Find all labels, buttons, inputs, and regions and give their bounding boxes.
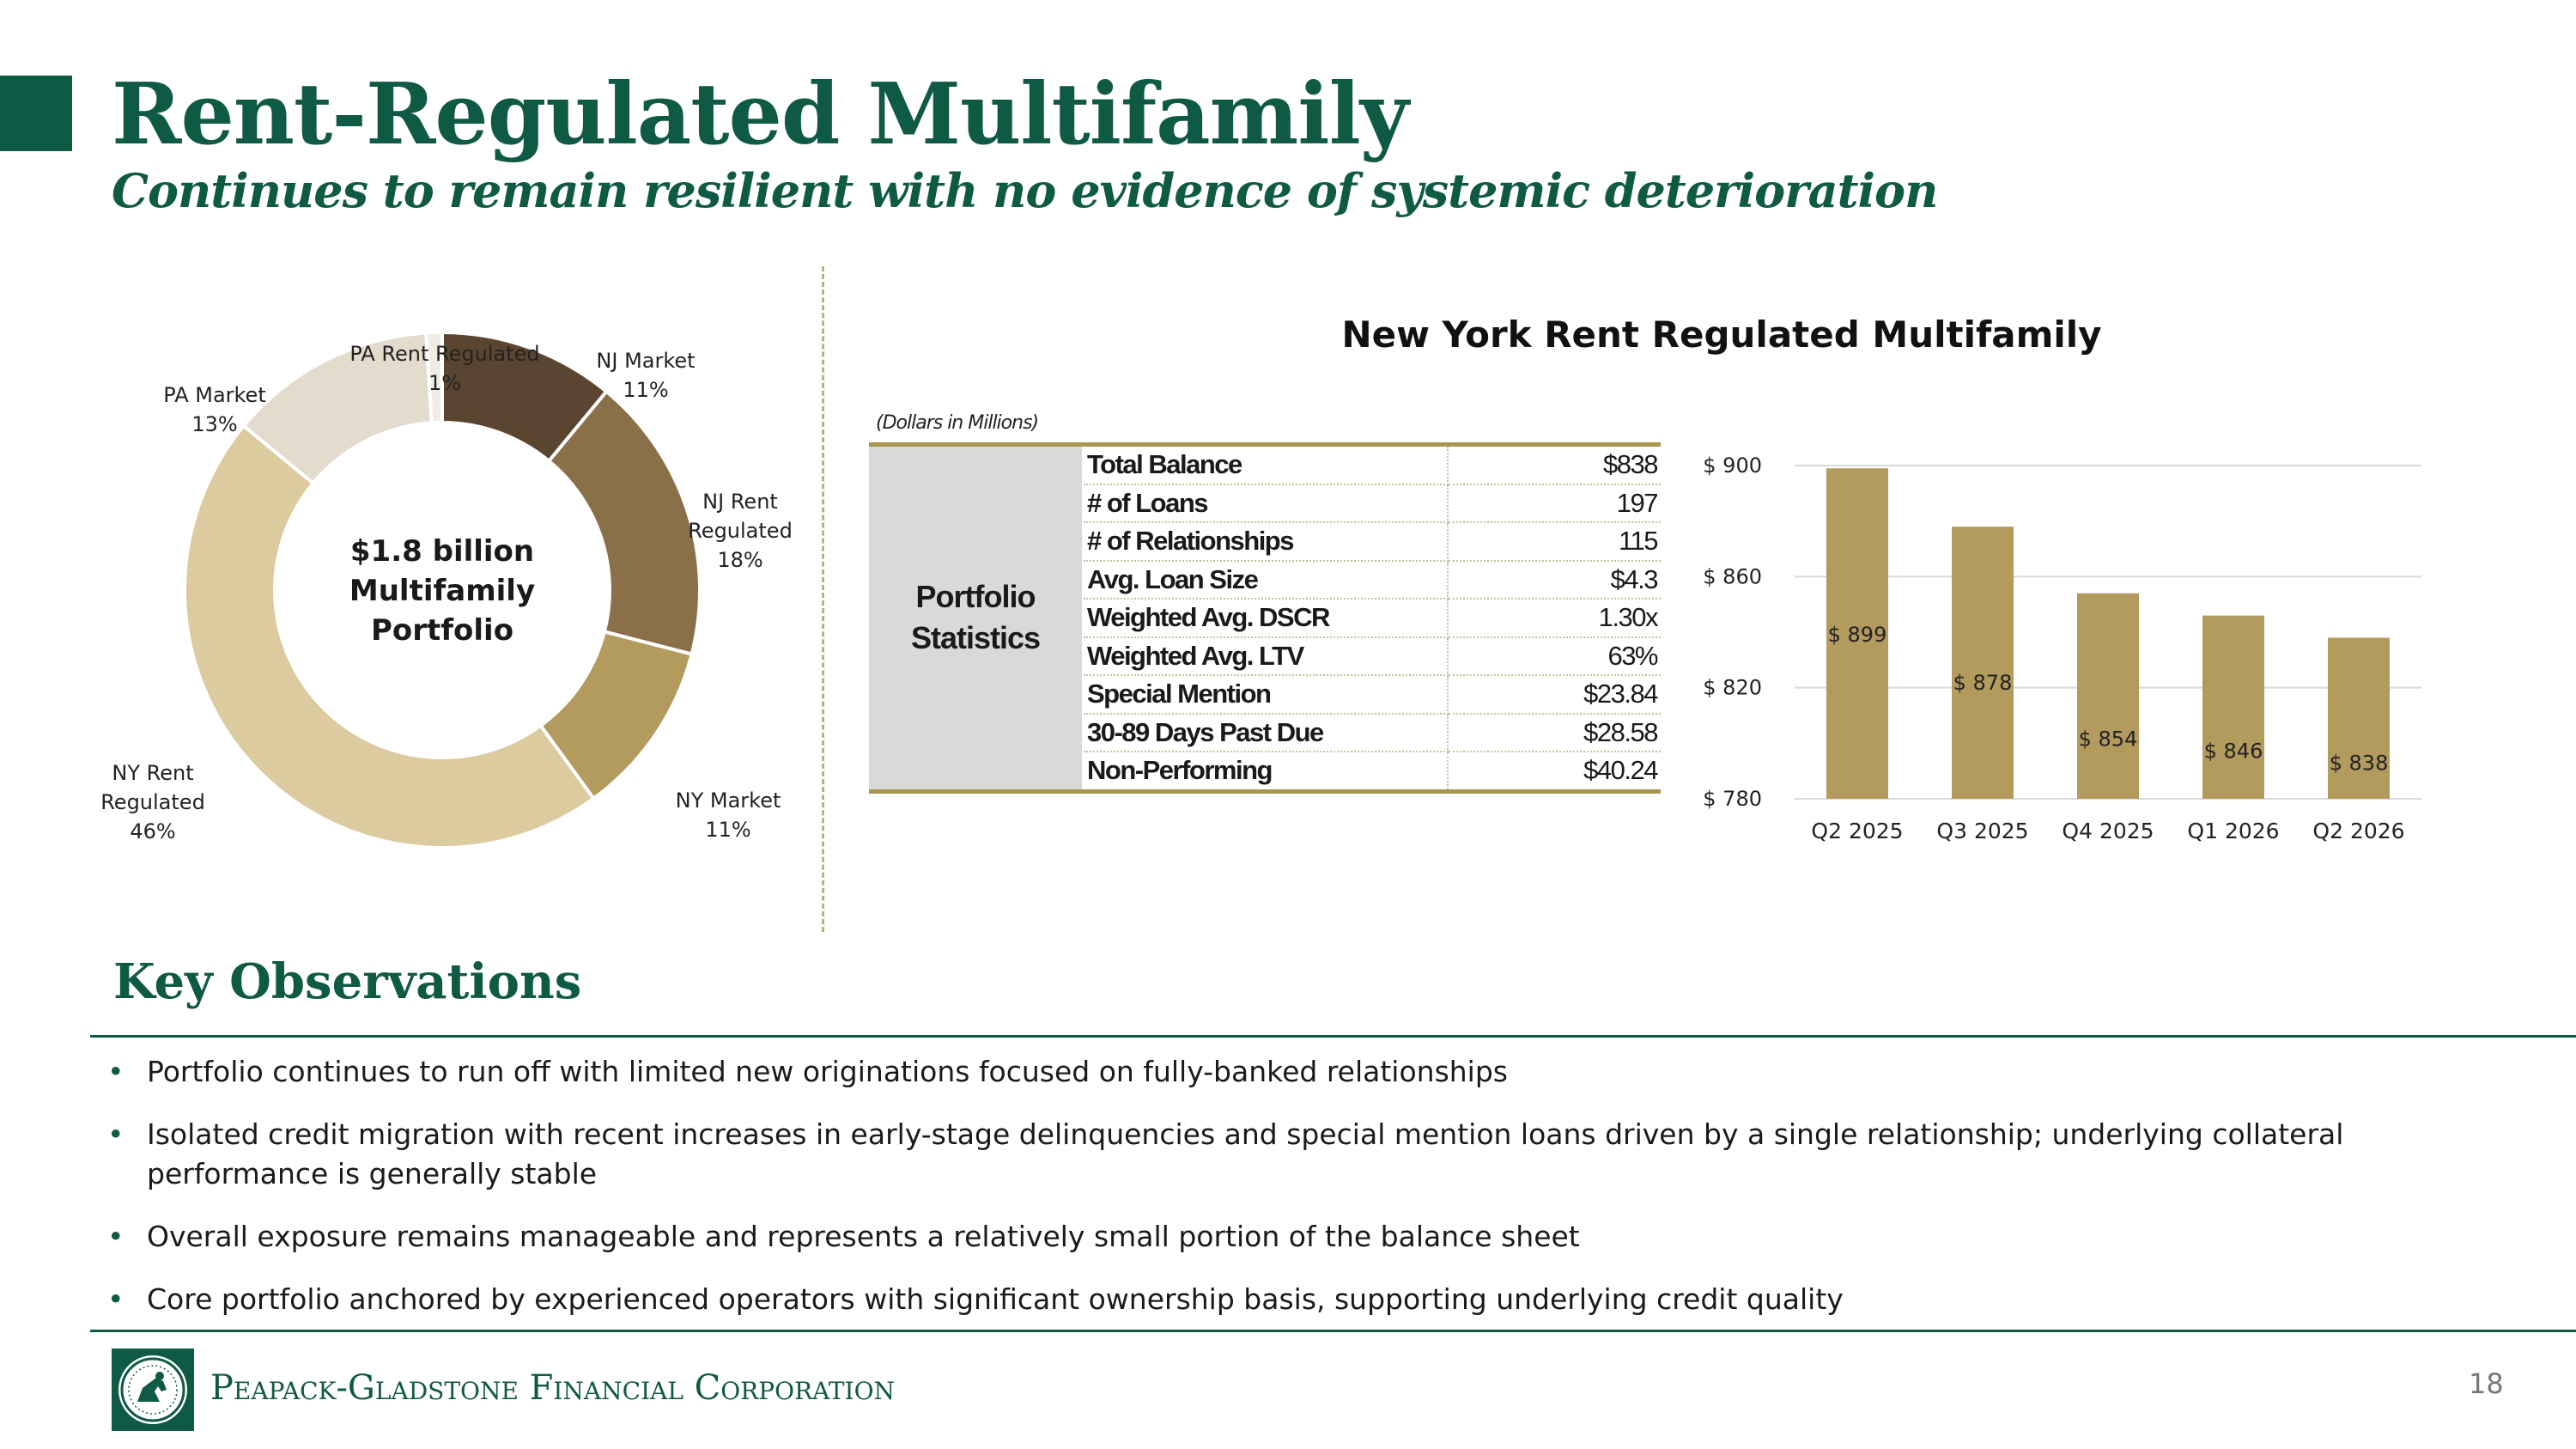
bullet-icon: • — [107, 1282, 125, 1316]
table-row: 30-89 Days Past Due $28.58 — [869, 713, 1661, 752]
donut-slice-nj-rent-regulated — [546, 389, 702, 657]
group-label-line-1: Portfolio — [915, 579, 1036, 615]
bullet-icon: • — [107, 1117, 125, 1151]
group-label-line-2: Statistics — [910, 620, 1041, 656]
bar-q3-2025 — [1952, 527, 2014, 799]
donut-label-ny-market: NY Market 11% — [676, 788, 781, 842]
donut-label-nj-rent-regulated: NJ Rent Regulated 18% — [688, 490, 793, 572]
list-item: • Overall exposure remains manageable and… — [107, 1217, 2529, 1257]
balance-bar-chart: $ 780 $ 820 $ 860 $ 900 Q2 2025 Q3 2025 Q4 20… — [1703, 454, 2421, 843]
table-row: Portfolio Statistics Total Balance $838 — [869, 444, 1661, 791]
bar-data-label: $ 878 — [1953, 671, 2013, 695]
bar-q1-2026 — [2202, 615, 2264, 799]
portfolio-statistics-table: Portfolio Statistics Total Balance $838 … — [869, 442, 1661, 794]
bar-data-label: $ 899 — [1828, 623, 1887, 647]
section-rule — [90, 1330, 2576, 1332]
donut-label-pa-rent-regulated: PA Rent Regulated 1% — [349, 342, 539, 395]
donut-label-pa-market: PA Market 13% — [163, 383, 265, 436]
page-title: Rent-Regulated Multifamily — [112, 65, 1409, 164]
row-value-non-performing: $40.24 — [1583, 755, 1658, 786]
row-label-loans: # of Loans — [1083, 484, 1449, 523]
bar-q2-2026 — [2328, 637, 2390, 799]
table-row: # of Relationships 115 — [869, 522, 1661, 562]
table-row: Special Mention $23.84 — [869, 675, 1661, 715]
bar-data-label: $ 846 — [2204, 740, 2263, 764]
x-tick-label: Q2 2025 — [1811, 819, 1903, 843]
portfolio-donut-chart: NJ Market 11% NJ Rent Regulated 18% NY Market… — [100, 330, 793, 849]
row-value-relationships: 115 — [1448, 522, 1661, 562]
row-value-past-due: $28.58 — [1448, 713, 1661, 752]
row-label-total-balance: Total Balance — [1083, 444, 1449, 485]
row-value-loans: 197 — [1448, 484, 1661, 523]
row-label-special-mention: Special Mention — [1083, 675, 1449, 715]
bar-data-label: $ 854 — [2079, 728, 2138, 752]
x-tick-label: Q4 2025 — [2062, 819, 2154, 843]
list-item: • Core portfolio anchored by experienced … — [107, 1280, 2529, 1319]
title-accent-block — [0, 76, 72, 151]
bar-q4-2025 — [2077, 593, 2139, 799]
y-tick-label: $ 820 — [1703, 676, 1762, 700]
x-tick-label: Q2 2026 — [2312, 819, 2404, 843]
row-label-dscr: Weighted Avg. DSCR — [1083, 599, 1449, 638]
table-units-note: (Dollars in Millions) — [876, 412, 1039, 434]
list-item: • Isolated credit migration with recent i… — [107, 1115, 2529, 1194]
row-value-dscr: 1.30x — [1448, 599, 1661, 638]
bullet-icon: • — [107, 1055, 125, 1088]
page-number: 18 — [2469, 1367, 2504, 1400]
row-label-non-performing: Non-Performing — [1083, 752, 1449, 791]
row-label-ltv: Weighted Avg. LTV — [1083, 636, 1449, 676]
row-value-ltv: 63% — [1448, 636, 1661, 676]
x-tick-label: Q1 2026 — [2187, 819, 2279, 843]
page-subtitle: Continues to remain resilient with no ev… — [112, 163, 1938, 218]
section-rule — [90, 1035, 2576, 1038]
table-row: Non-Performing $40.24 — [869, 752, 1661, 791]
bar-data-label: $ 838 — [2330, 751, 2389, 775]
y-tick-label: $ 860 — [1703, 564, 1762, 588]
bullet-icon: • — [107, 1220, 125, 1253]
donut-slice-ny-rent-regulated — [183, 423, 597, 849]
donut-label-nj-market: NJ Market 11% — [596, 349, 695, 402]
table-row: # of Loans 197 — [869, 484, 1661, 523]
y-tick-label: $ 900 — [1703, 454, 1762, 478]
ny-section-title: New York Rent Regulated Multifamily — [1341, 314, 2102, 356]
donut-label-ny-rent-regulated: NY Rent Regulated 46% — [100, 761, 205, 843]
donut-slice-pa-rent-regulated — [424, 330, 444, 425]
key-observations-title: Key Observations — [113, 953, 582, 1010]
table-row: Weighted Avg. DSCR 1.30x — [869, 599, 1661, 638]
bar-q2-2025 — [1826, 468, 1888, 799]
donut-center-text: $1.8 billion Multifamily Portfolio — [349, 534, 535, 648]
row-label-past-due: 30-89 Days Past Due — [1083, 713, 1449, 752]
company-name: Peapack-Gladstone Financial Corporation — [210, 1368, 896, 1408]
table-row: Avg. Loan Size $4.3 — [869, 560, 1661, 600]
row-label-avg-loan-size: Avg. Loan Size — [1083, 560, 1449, 600]
observation-text: Overall exposure remains manageable and … — [147, 1220, 1580, 1253]
observations-list: • Portfolio continues to run off with lim… — [107, 1052, 2529, 1342]
row-value-avg-loan-size: $4.3 — [1448, 560, 1661, 600]
vertical-divider — [822, 266, 824, 932]
observation-text: Core portfolio anchored by experienced o… — [147, 1282, 1844, 1316]
observation-text: Isolated credit migration with recent in… — [147, 1117, 2344, 1190]
y-tick-label: $ 780 — [1703, 787, 1762, 811]
table-group-label: Portfolio Statistics — [869, 444, 1084, 791]
seal-logo-icon — [112, 1349, 194, 1431]
table-row: Weighted Avg. LTV 63% — [869, 636, 1661, 676]
row-value-special-mention: $23.84 — [1448, 675, 1661, 715]
list-item: • Portfolio continues to run off with lim… — [107, 1052, 2529, 1092]
row-label-relationships: # of Relationships — [1083, 522, 1449, 562]
x-tick-label: Q3 2025 — [1936, 819, 2028, 843]
observation-text: Portfolio continues to run off with limi… — [147, 1055, 1508, 1088]
row-value-total-balance: $838 — [1448, 444, 1661, 485]
